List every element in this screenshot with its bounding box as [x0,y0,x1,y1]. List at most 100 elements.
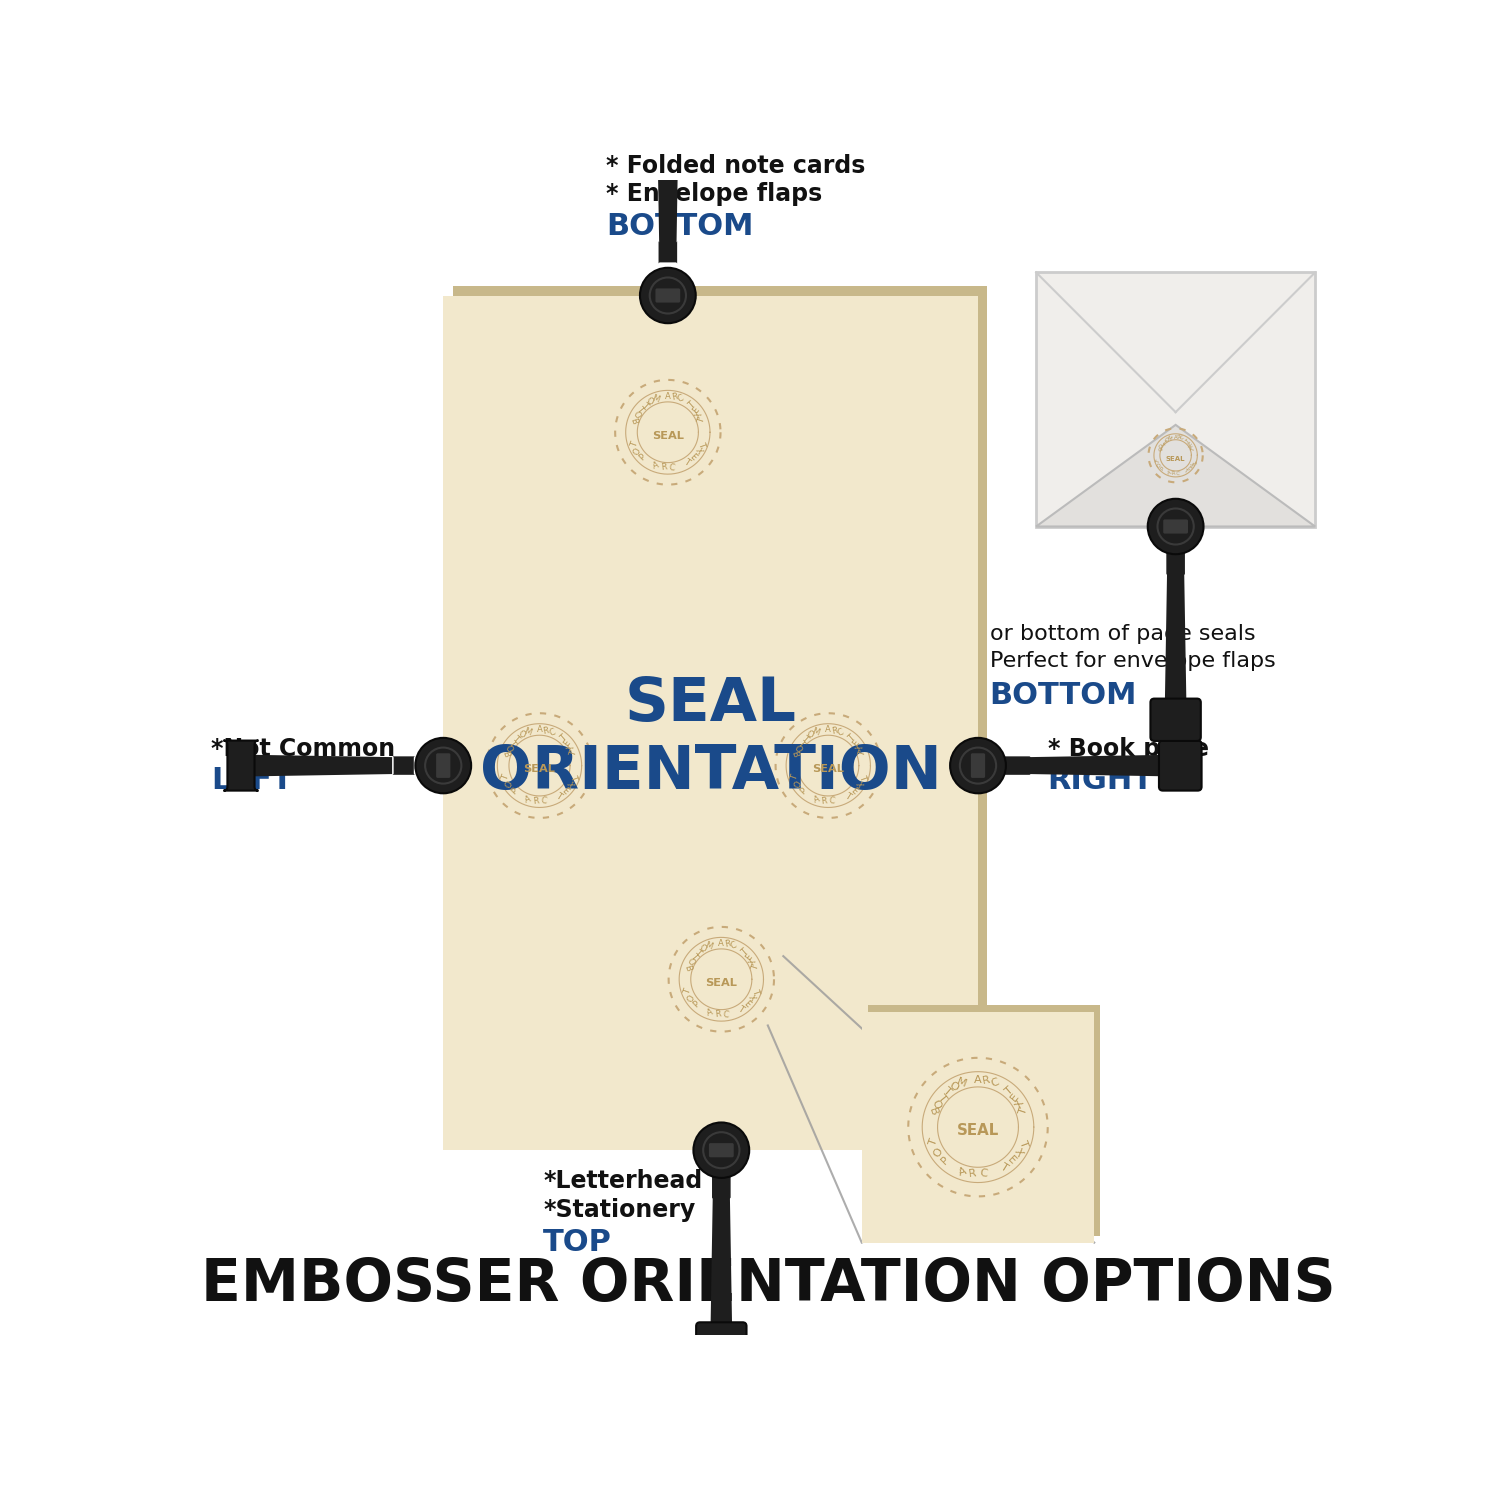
Text: T: T [568,774,579,782]
Text: P: P [638,453,648,462]
Text: R: R [981,1076,992,1086]
Text: B: B [501,750,510,759]
Text: *Letterhead: *Letterhead [543,1168,702,1192]
FancyBboxPatch shape [642,86,693,120]
Text: O: O [792,744,802,753]
Text: C: C [540,796,548,806]
Text: A: A [524,794,532,804]
FancyBboxPatch shape [1005,756,1031,776]
Text: O: O [645,396,656,406]
Text: T: T [856,774,867,782]
Text: O: O [686,993,696,1004]
Text: T: T [507,738,518,748]
Text: TOP: TOP [543,1228,612,1257]
Text: E: E [562,738,573,748]
Text: E: E [849,786,858,796]
Text: A: A [974,1076,982,1084]
Text: *Not Common: *Not Common [210,736,394,760]
Text: A: A [705,1008,714,1019]
FancyBboxPatch shape [224,741,258,790]
Text: C: C [980,1168,987,1179]
Text: T: T [682,987,693,996]
Text: A: A [652,460,660,471]
Text: RIGHT: RIGHT [1047,766,1154,795]
Text: T: T [1190,447,1196,452]
Text: T: T [554,790,562,801]
Text: R: R [724,939,732,950]
Text: EMBOSSER ORIENTATION OPTIONS: EMBOSSER ORIENTATION OPTIONS [201,1256,1336,1312]
Text: T: T [1158,441,1164,447]
Text: O: O [932,1146,945,1160]
Text: A: A [813,794,820,804]
FancyBboxPatch shape [444,296,978,1150]
Text: T: T [687,400,696,411]
Polygon shape [657,114,678,252]
Text: T: T [856,750,867,758]
Text: A: A [957,1166,968,1178]
Text: T: T [934,1092,946,1104]
Text: X: X [566,744,576,753]
FancyBboxPatch shape [868,1005,1101,1236]
Text: R: R [831,726,839,735]
Text: R: R [1176,435,1180,439]
FancyBboxPatch shape [656,288,680,303]
Text: E: E [1008,1092,1022,1104]
Text: R: R [670,392,678,402]
Text: B: B [789,750,800,759]
Text: C: C [669,464,675,472]
Text: T: T [1161,438,1167,444]
Text: E: E [560,786,570,796]
Text: X: X [1014,1098,1026,1110]
Text: A: A [825,726,831,735]
Text: C: C [1179,435,1185,441]
Text: T: T [639,400,650,411]
Text: O: O [792,780,804,790]
Text: X: X [1011,1146,1025,1158]
Text: B: B [1155,447,1161,452]
Text: X: X [1188,462,1194,468]
Text: M: M [1166,435,1172,441]
FancyBboxPatch shape [710,1143,734,1158]
Text: A: A [718,939,724,948]
FancyBboxPatch shape [392,756,416,776]
Text: C: C [988,1077,1000,1089]
Circle shape [640,268,696,322]
Text: BOTTOM: BOTTOM [606,211,753,240]
Text: E: E [1186,441,1192,447]
Text: P: P [1160,465,1166,471]
Text: T: T [696,417,706,424]
Text: R: R [821,796,828,806]
Text: C: C [837,728,844,738]
Text: SEAL: SEAL [957,1124,999,1138]
Text: T: T [1017,1138,1029,1148]
Text: X: X [855,744,865,753]
Text: or bottom of page seals: or bottom of page seals [990,624,1256,645]
Text: T: T [1004,1086,1016,1098]
Text: T: T [558,734,568,744]
Text: O: O [632,446,644,456]
Text: M: M [522,726,532,738]
Text: C: C [830,796,836,806]
Circle shape [416,738,471,794]
Text: E: E [744,952,754,962]
Text: E: E [1005,1155,1017,1167]
Text: SEAL: SEAL [1166,456,1185,462]
Text: T: T [998,1161,1008,1173]
Circle shape [950,738,1006,794]
Text: X: X [746,993,758,1004]
Text: X: X [1188,444,1196,450]
Text: SEAL: SEAL [524,765,555,774]
Text: T: T [1155,459,1161,464]
Text: O: O [504,780,515,790]
Text: R: R [660,464,668,472]
Text: O: O [503,744,513,753]
Text: T: T [682,458,692,468]
Text: T: T [800,734,810,744]
FancyBboxPatch shape [970,753,986,778]
Text: T: T [740,946,750,957]
Text: R: R [714,1010,722,1020]
Text: *Stationery: *Stationery [543,1198,696,1222]
Text: B: B [927,1107,939,1118]
Text: B: B [682,963,693,972]
Text: O: O [684,957,696,968]
